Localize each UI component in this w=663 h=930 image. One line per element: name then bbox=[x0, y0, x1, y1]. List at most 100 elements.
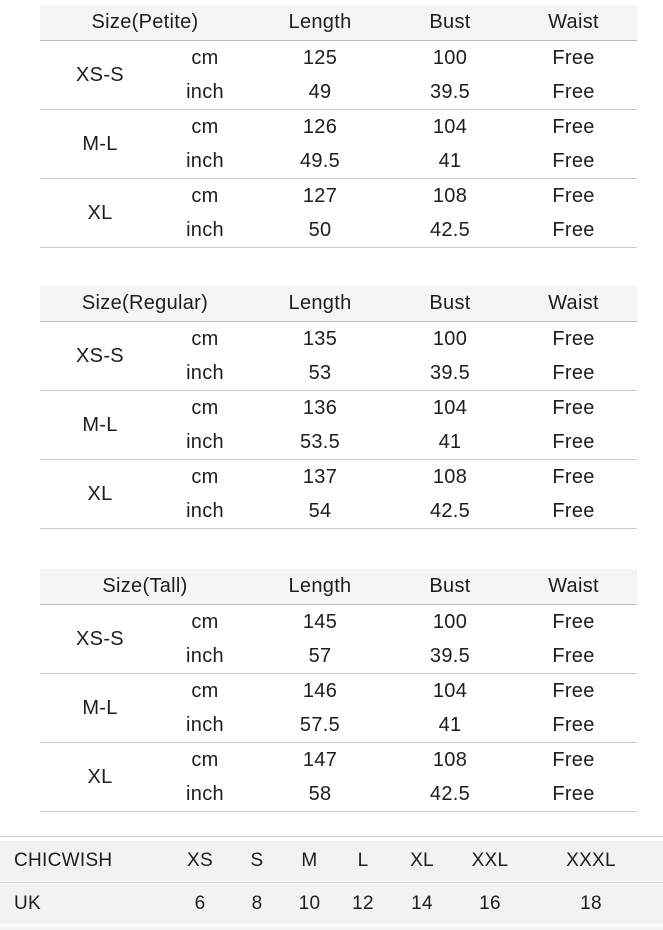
table-row: inch 53 39.5 Free bbox=[40, 356, 637, 391]
size-conversion-table: CHICWISH XS S M L XL XXL XXXL UK 6 8 10 … bbox=[0, 836, 663, 930]
length-value: 147 bbox=[250, 742, 390, 777]
waist-value: Free bbox=[552, 327, 595, 350]
size-label: M-L bbox=[40, 673, 160, 743]
size-table-regular: Size(Regular) Length Bust Waist XS-S cm … bbox=[40, 286, 638, 529]
length-value: 53.5 bbox=[299, 430, 341, 453]
waist-column-header: Waist bbox=[510, 286, 638, 322]
length-value: 57.5 bbox=[299, 713, 341, 736]
bust-value: 104 bbox=[390, 109, 511, 144]
bust-column-header: Bust bbox=[390, 5, 511, 41]
brand-size-m: M bbox=[301, 850, 318, 871]
table-row: inch 57 39.5 Free bbox=[40, 639, 637, 674]
table-row: XS-S cm 145 100 Free bbox=[40, 605, 637, 650]
table-row: M-L cm 146 104 Free bbox=[40, 673, 637, 743]
table-header-row: Size(Regular) Length Bust Waist bbox=[40, 286, 638, 322]
bust-column-header: Bust bbox=[390, 286, 511, 322]
bust-value: 100 bbox=[432, 610, 468, 633]
length-value: 125 bbox=[302, 46, 338, 69]
length-column-header: Length bbox=[250, 5, 391, 41]
size-column-header: Size(Petite) bbox=[40, 5, 251, 41]
waist-value: Free bbox=[552, 610, 595, 633]
divider bbox=[0, 882, 663, 883]
size-label: M-L bbox=[40, 109, 160, 179]
table-row: inch 50 42.5 Free bbox=[40, 213, 637, 248]
unit-label: inch bbox=[186, 361, 224, 384]
brand-size-s: S bbox=[250, 850, 264, 871]
bust-value: 108 bbox=[390, 742, 510, 777]
waist-value: Free bbox=[552, 361, 595, 384]
unit-label: cm bbox=[160, 390, 251, 425]
table-row: inch 49 39.5 Free bbox=[40, 75, 637, 110]
table-row: XS-S cm 135 100 Free bbox=[40, 322, 637, 367]
unit-label: inch bbox=[186, 149, 224, 172]
length-value: 136 bbox=[250, 390, 391, 425]
length-value: 49.5 bbox=[299, 149, 341, 172]
waist-value: Free bbox=[552, 644, 595, 667]
waist-value: Free bbox=[510, 390, 638, 425]
table-row: inch 54 42.5 Free bbox=[40, 494, 637, 529]
unit-label: inch bbox=[186, 713, 224, 736]
brand-size-row: CHICWISH XS S M L XL XXL XXXL bbox=[0, 841, 663, 881]
size-column-header: Size(Regular) bbox=[40, 286, 251, 322]
brand-size-xxxl: XXXL bbox=[566, 850, 616, 871]
bust-value: 39.5 bbox=[429, 644, 471, 667]
length-value: 57 bbox=[308, 644, 332, 667]
uk-size-14: 14 bbox=[411, 893, 433, 914]
unit-label: cm bbox=[160, 673, 250, 708]
waist-value: Free bbox=[552, 713, 595, 736]
length-value: 126 bbox=[250, 109, 391, 144]
waist-value: Free bbox=[552, 430, 595, 453]
unit-label: inch bbox=[186, 499, 224, 522]
unit-label: cm bbox=[160, 459, 251, 494]
divider bbox=[0, 836, 663, 837]
table-row: inch 53.5 41 Free bbox=[40, 425, 637, 460]
table-row: M-L cm 136 104 Free bbox=[40, 390, 638, 460]
length-value: 127 bbox=[250, 178, 391, 213]
bust-value: 41 bbox=[438, 149, 462, 172]
size-label: XS-S bbox=[76, 344, 124, 367]
length-value: 50 bbox=[308, 218, 332, 241]
table-row: XL cm 147 108 Free bbox=[40, 742, 637, 812]
waist-value: Free bbox=[552, 218, 595, 241]
bust-value: 39.5 bbox=[429, 80, 471, 103]
size-label: XS-S bbox=[76, 63, 124, 86]
size-label: XL bbox=[40, 178, 160, 248]
length-value: 135 bbox=[302, 327, 338, 350]
table-header-row: Size(Petite) Length Bust Waist bbox=[40, 5, 638, 41]
bust-value: 104 bbox=[390, 390, 511, 425]
length-value: 54 bbox=[308, 499, 332, 522]
length-column-header: Length bbox=[250, 286, 391, 322]
uk-size-12: 12 bbox=[352, 893, 374, 914]
unit-label: inch bbox=[186, 80, 224, 103]
uk-size-6: 6 bbox=[194, 893, 206, 914]
brand-size-xl: XL bbox=[410, 850, 434, 871]
table-row: XL cm 137 108 Free bbox=[40, 459, 638, 529]
uk-size-18: 18 bbox=[580, 893, 602, 914]
waist-value: Free bbox=[552, 149, 595, 172]
table-row: XL cm 127 108 Free bbox=[40, 178, 638, 248]
waist-value: Free bbox=[552, 499, 595, 522]
brand-label: CHICWISH bbox=[14, 850, 113, 871]
unit-label: cm bbox=[191, 610, 219, 633]
waist-value: Free bbox=[510, 178, 638, 213]
table-row: inch 58 42.5 Free bbox=[40, 777, 637, 812]
bust-value: 41 bbox=[438, 713, 462, 736]
length-column-header: Length bbox=[250, 569, 390, 605]
waist-value: Free bbox=[510, 109, 638, 144]
brand-size-l: L bbox=[357, 850, 369, 871]
unit-label: cm bbox=[160, 178, 251, 213]
waist-column-header: Waist bbox=[510, 5, 638, 41]
unit-label: inch bbox=[186, 644, 224, 667]
unit-label: cm bbox=[191, 46, 219, 69]
unit-label: inch bbox=[186, 218, 224, 241]
bust-value: 100 bbox=[432, 327, 468, 350]
table-row: inch 57.5 41 Free bbox=[40, 708, 637, 743]
brand-size-xxl: XXL bbox=[471, 850, 509, 871]
uk-size-row: UK 6 8 10 12 14 16 18 bbox=[0, 884, 663, 924]
table-header-row: Size(Tall) Length Bust Waist bbox=[40, 569, 637, 605]
waist-value: Free bbox=[510, 673, 637, 708]
bust-column-header: Bust bbox=[390, 569, 510, 605]
length-value: 58 bbox=[308, 782, 332, 805]
length-value: 146 bbox=[250, 673, 390, 708]
waist-value: Free bbox=[510, 742, 637, 777]
